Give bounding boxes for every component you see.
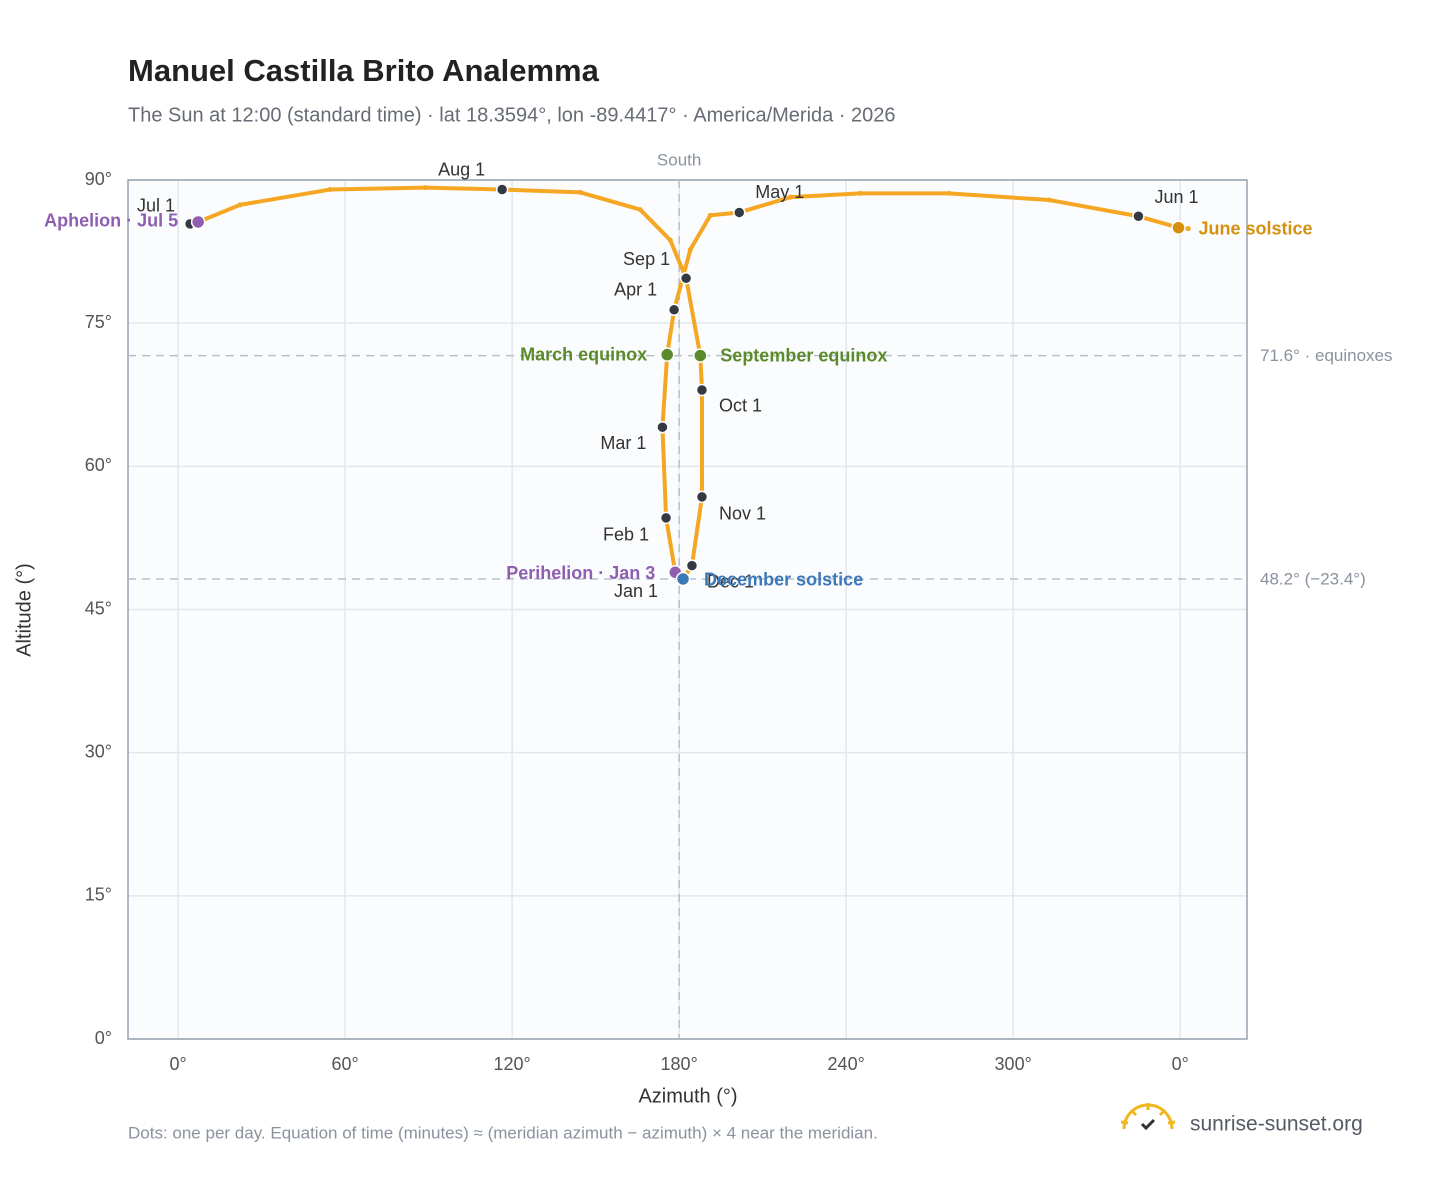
chart-subtitle: The Sun at 12:00 (standard time) · lat 1… (128, 104, 896, 126)
event-label: December solstice (704, 570, 863, 590)
month-label: Jan 1 (614, 581, 658, 601)
month-label: Oct 1 (719, 396, 762, 416)
event-marker (1171, 220, 1186, 235)
day-dot (1046, 197, 1052, 203)
event-marker (693, 348, 708, 363)
y-tick-label: 15° (85, 885, 112, 905)
event-label: Perihelion · Jan 3 (506, 563, 655, 583)
y-tick-label: 0° (95, 1028, 112, 1048)
x-tick-label: 120° (494, 1054, 531, 1074)
y-tick-label: 90° (85, 169, 112, 189)
month-marker (695, 383, 709, 397)
day-dot (422, 185, 428, 191)
month-marker (659, 511, 673, 525)
brand: sunrise-sunset.org (1190, 1113, 1363, 1136)
x-axis-label: Azimuth (°) (638, 1085, 737, 1107)
x-tick-label: 240° (828, 1054, 865, 1074)
day-dot (327, 187, 333, 193)
month-label: May 1 (755, 182, 804, 202)
event-marker (659, 347, 675, 362)
day-dot (1185, 226, 1191, 232)
reference-label: 71.6° · equinoxes (1260, 346, 1393, 365)
day-dot (857, 190, 863, 196)
day-dot (707, 212, 713, 218)
month-marker (733, 206, 746, 219)
reference-label: South (657, 150, 701, 169)
x-tick-label: 60° (332, 1054, 359, 1074)
month-marker (685, 559, 699, 572)
month-label: Aug 1 (438, 159, 485, 179)
reference-label: 48.2° (−23.4°) (1260, 569, 1366, 588)
brand-logo (1120, 1103, 1176, 1131)
day-dot (687, 247, 693, 253)
day-dot (787, 194, 793, 200)
month-label: Sep 1 (623, 249, 670, 269)
event-label: March equinox (520, 344, 647, 364)
day-dot (637, 207, 643, 213)
month-marker (495, 183, 509, 196)
month-label: Mar 1 (600, 433, 646, 453)
chart-title: Manuel Castilla Brito Analemma (128, 53, 600, 88)
month-label: Dec 1 (707, 571, 754, 591)
month-label: Jun 1 (1154, 187, 1198, 207)
month-label: Feb 1 (603, 525, 649, 545)
day-dot (667, 237, 673, 243)
month-marker (1132, 210, 1145, 223)
month-marker (695, 490, 709, 504)
x-tick-label: 300° (995, 1054, 1032, 1074)
x-tick-label: 180° (661, 1054, 698, 1074)
event-label: June solstice (1199, 218, 1313, 238)
event-marker (190, 214, 206, 230)
x-tick-label: 0° (169, 1054, 186, 1074)
x-tick-label: 0° (1172, 1054, 1189, 1074)
plot-frame (127, 179, 1248, 1040)
y-tick-label: 75° (85, 312, 112, 332)
y-tick-label: 30° (85, 741, 112, 761)
event-label: Aphelion · Jul 5 (44, 211, 178, 231)
y-tick-label: 60° (85, 455, 112, 475)
event-marker (675, 571, 691, 587)
month-marker (656, 420, 669, 434)
month-label: Nov 1 (719, 504, 766, 524)
y-tick-label: 45° (85, 598, 112, 618)
day-dot (237, 202, 243, 208)
day-dot (946, 190, 952, 196)
month-label: Apr 1 (614, 280, 657, 300)
day-dot (577, 189, 583, 195)
event-label: September equinox (720, 345, 887, 365)
month-marker (667, 303, 681, 317)
y-axis-label: Altitude (°) (13, 563, 35, 657)
month-marker (679, 272, 693, 285)
analemma-line (189, 185, 1189, 581)
month-label: Jul 1 (137, 196, 175, 216)
footnote: Dots: one per day. Equation of time (min… (128, 1123, 878, 1142)
